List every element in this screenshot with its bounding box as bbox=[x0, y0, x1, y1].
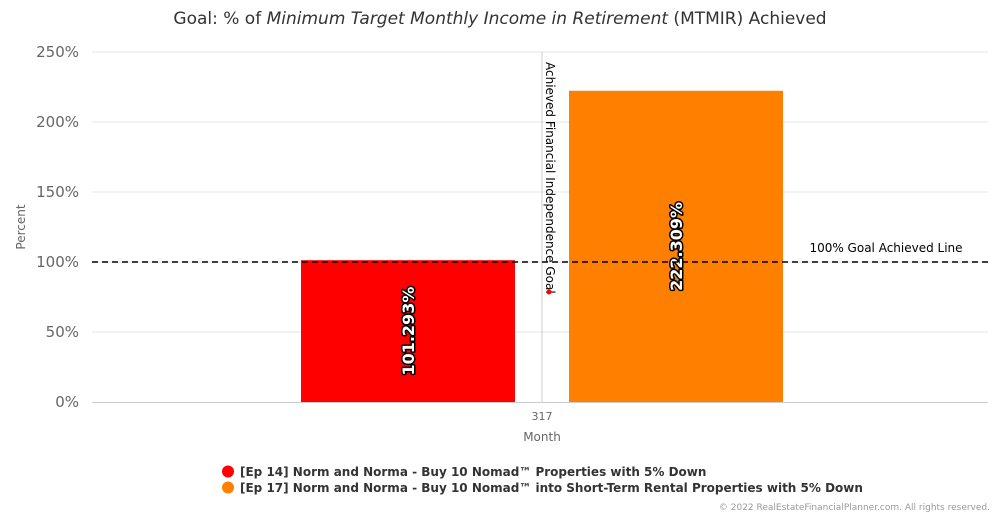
y-tick-label: 250% bbox=[36, 43, 79, 61]
legend: [Ep 14] Norm and Norma - Buy 10 Nomad™ P… bbox=[222, 465, 863, 495]
bars: 101.293% 222.309% bbox=[301, 90, 783, 403]
credit-text: © 2022 RealEstateFinancialPlanner.com. A… bbox=[719, 503, 990, 513]
chart-title-part: Goal: % of bbox=[173, 9, 266, 29]
legend-item: [Ep 17] Norm and Norma - Buy 10 Nomad™ i… bbox=[240, 481, 863, 495]
legend-marker bbox=[222, 481, 234, 494]
y-axis-title: Percent bbox=[14, 204, 28, 249]
chart-title-part: Minimum Target Monthly Income in Retirem… bbox=[267, 9, 670, 29]
y-tick-label: 50% bbox=[46, 323, 79, 341]
y-tick-label: 100% bbox=[36, 253, 79, 271]
x-axis-title: Month bbox=[523, 430, 561, 444]
bar bbox=[569, 90, 783, 403]
vertical-marker-dot bbox=[546, 289, 552, 295]
y-tick-label: 150% bbox=[36, 183, 79, 201]
bar-data-label: 222.309% bbox=[667, 202, 686, 291]
y-tick-label: 200% bbox=[36, 113, 79, 131]
chart-title-part: (MTMIR) Achieved bbox=[668, 9, 827, 29]
chart-title: Goal: % of Minimum Target Monthly Income… bbox=[173, 9, 826, 29]
y-axis-ticks: 0% 50% 100% 150% 200% 250% bbox=[36, 43, 79, 411]
legend-item: [Ep 14] Norm and Norma - Buy 10 Nomad™ P… bbox=[240, 465, 706, 479]
grid bbox=[92, 51, 988, 333]
x-axis-ticks: 317 bbox=[532, 410, 553, 423]
vertical-marker-label: Achieved Financial Independence Goal bbox=[543, 62, 557, 294]
y-tick-label: 0% bbox=[55, 393, 79, 411]
bar bbox=[301, 260, 515, 402]
legend-marker bbox=[222, 465, 234, 478]
reference-line-label: 100% Goal Achieved Line bbox=[809, 241, 962, 255]
bar-data-label: 101.293% bbox=[399, 287, 418, 376]
x-tick-label: 317 bbox=[532, 410, 553, 423]
